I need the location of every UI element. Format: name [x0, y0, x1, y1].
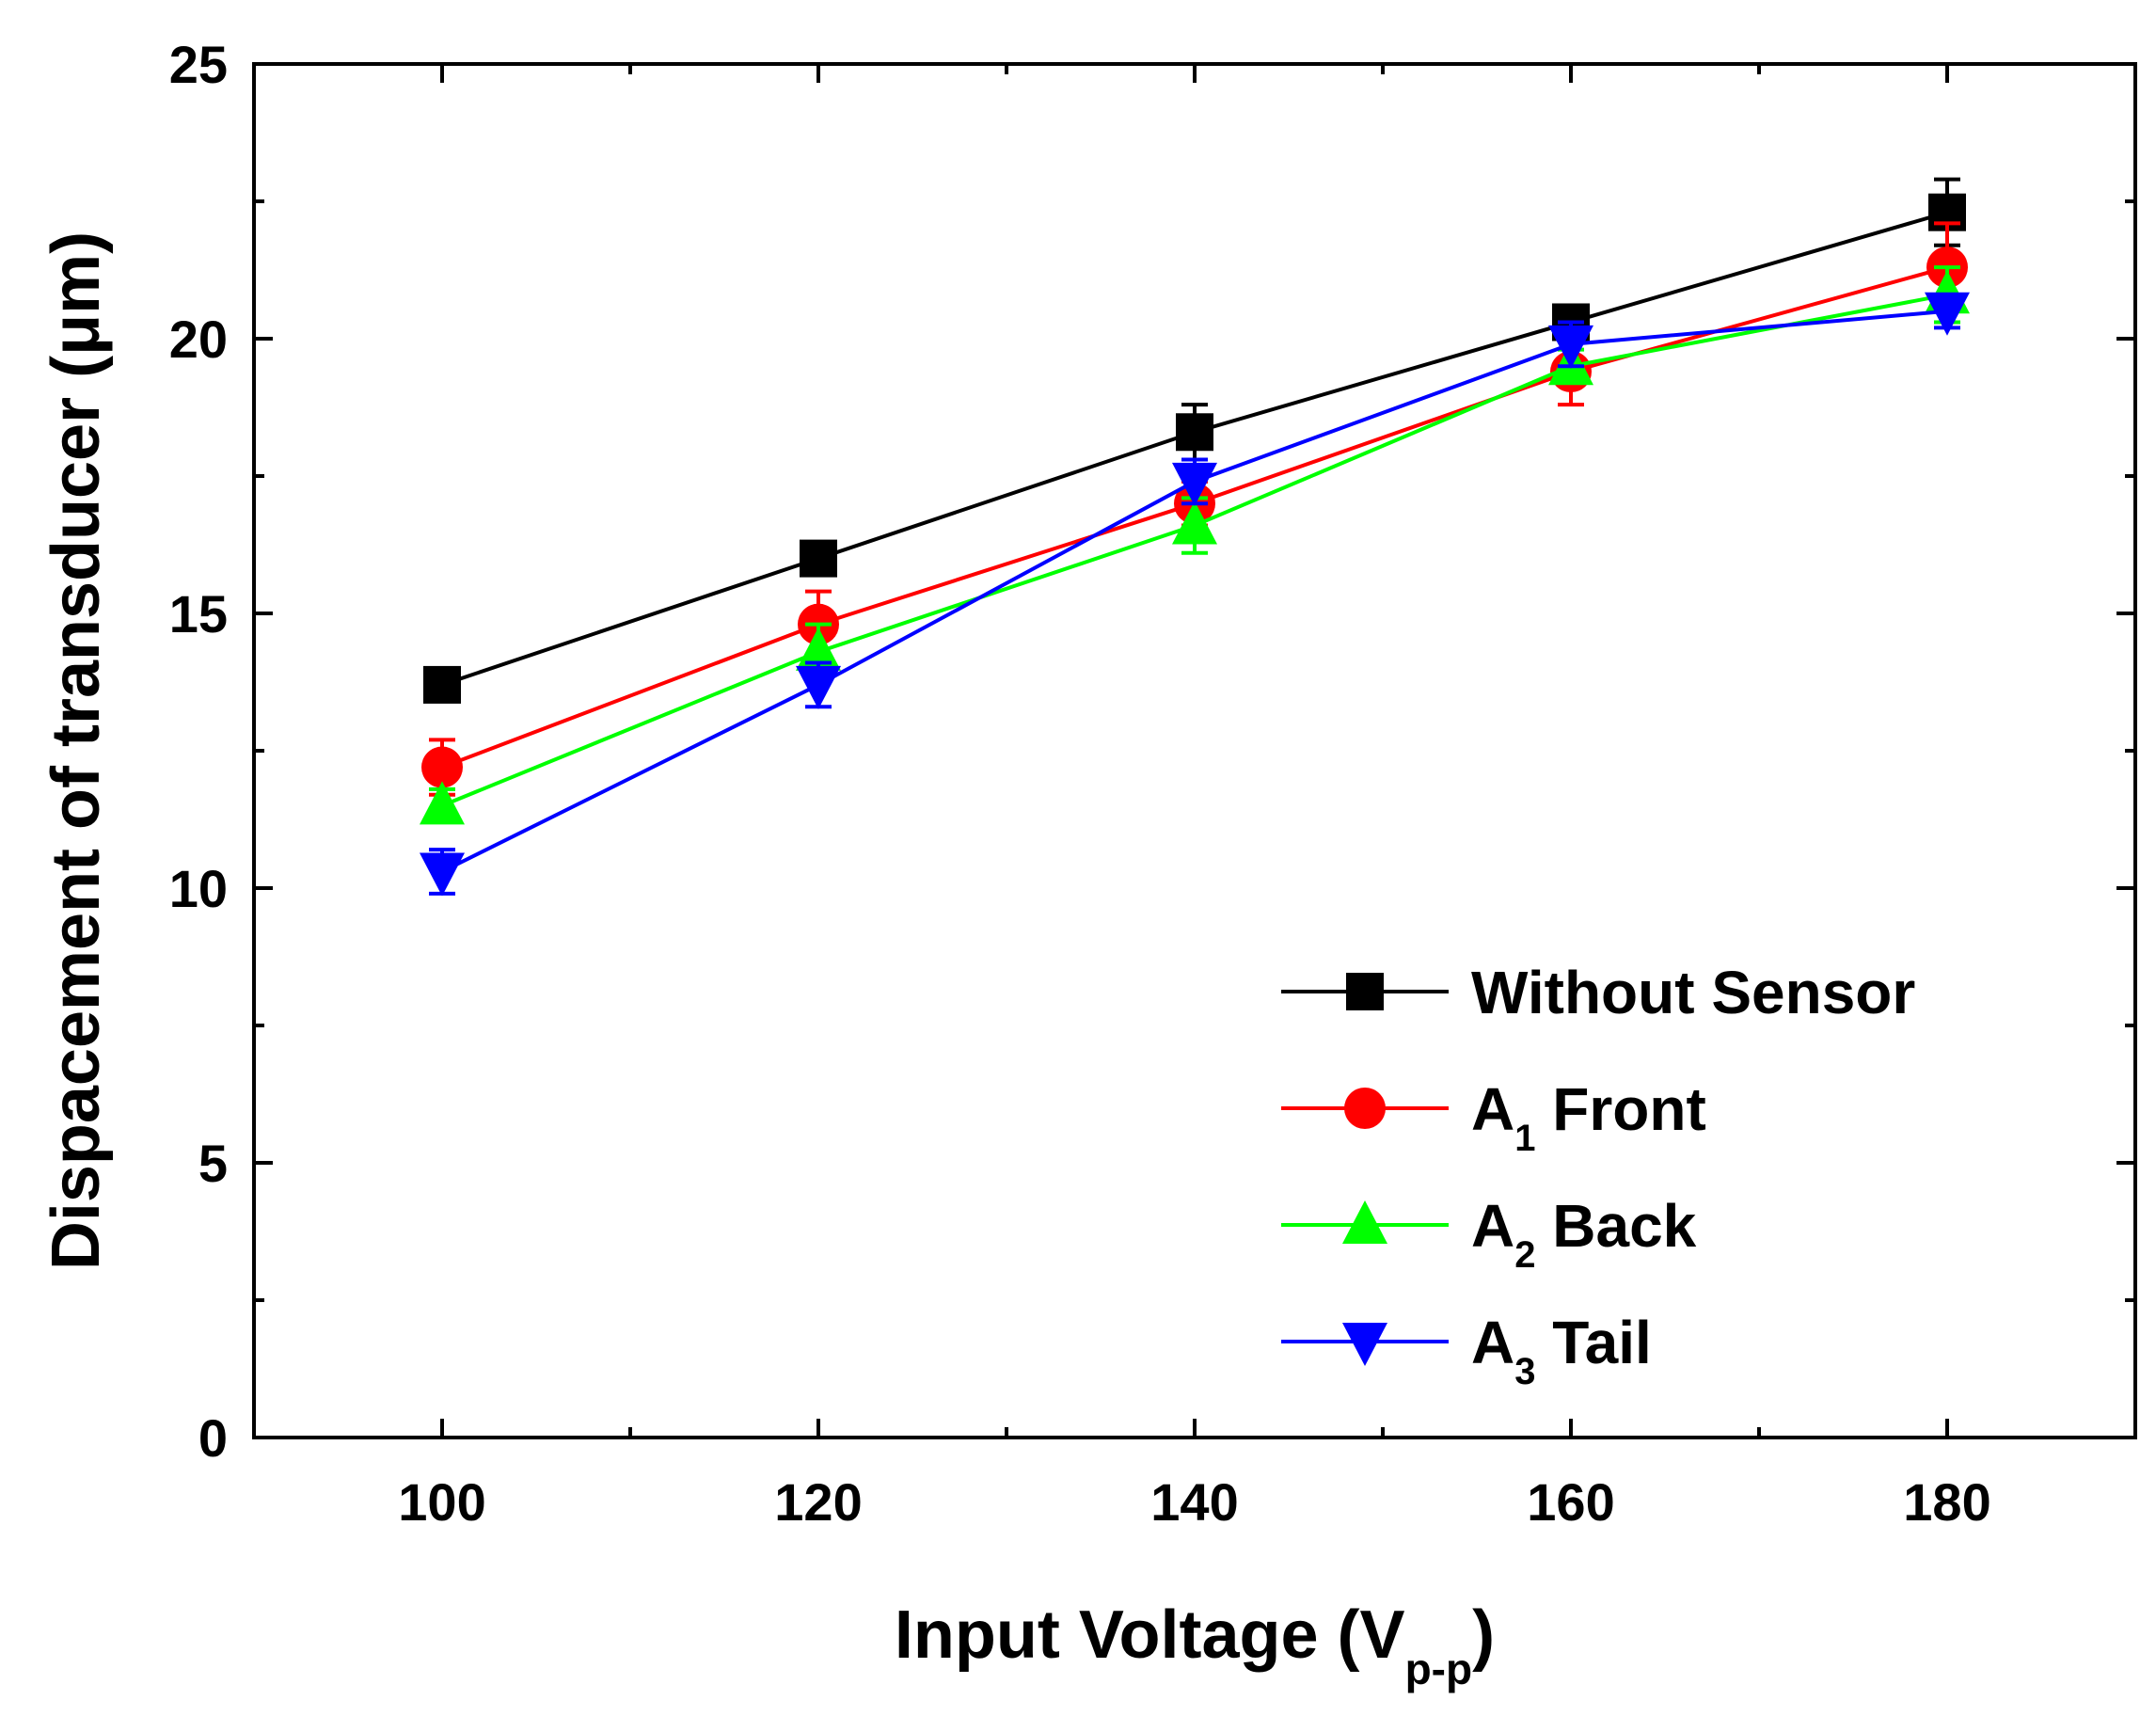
legend-label: A3 Tail	[1471, 1309, 1652, 1392]
legend-item: A2 Back	[1281, 1192, 1697, 1276]
y-axis-title: Dispacement of transducer (μm)	[39, 231, 114, 1270]
data-point	[796, 627, 841, 671]
plot-frame	[252, 62, 2137, 1439]
data-point	[420, 781, 465, 825]
series-3	[420, 292, 1970, 897]
y-tick-label: 15	[169, 584, 228, 644]
legend-item: A3 Tail	[1281, 1309, 1652, 1392]
legend: Without Sensor A1 Front A2 Back A3 Tail	[1281, 959, 1915, 1392]
legend-label: A2 Back	[1471, 1192, 1697, 1276]
plot-area: 100 120 140 160 180 0 5 10 15 20 25	[169, 35, 2137, 1532]
data-point	[1925, 292, 1970, 336]
data-point	[1176, 413, 1213, 452]
data-point	[1172, 462, 1217, 506]
legend-marker	[1342, 1323, 1387, 1366]
legend-item: Without Sensor	[1281, 959, 1915, 1026]
data-point	[796, 665, 841, 709]
series-0	[423, 177, 1966, 704]
series-layer	[420, 177, 1970, 897]
x-tick-label: 160	[1527, 1472, 1614, 1532]
series-2	[420, 265, 1970, 825]
y-tick-label: 20	[169, 310, 228, 369]
data-point	[800, 539, 837, 578]
y-tick-label: 0	[198, 1408, 228, 1468]
data-point	[1548, 325, 1593, 369]
x-tick-label: 180	[1903, 1472, 1990, 1532]
legend-label: Without Sensor	[1471, 959, 1915, 1026]
legend-marker	[1342, 1200, 1387, 1244]
x-tick-label: 140	[1150, 1472, 1238, 1532]
legend-marker	[1344, 1088, 1386, 1129]
legend-marker	[1346, 973, 1384, 1010]
y-tick-label: 5	[198, 1134, 228, 1193]
y-tick-label: 25	[169, 35, 228, 94]
series-line	[441, 309, 1948, 874]
legend-item: A1 Front	[1281, 1075, 1706, 1159]
data-point	[421, 746, 463, 788]
data-point	[1172, 500, 1217, 545]
data-point	[423, 665, 461, 704]
y-tick-label: 10	[169, 859, 228, 918]
x-tick-label: 120	[774, 1472, 862, 1532]
x-axis-title: Input Voltage (Vp-p)	[895, 1597, 1495, 1693]
legend-label: A1 Front	[1471, 1075, 1706, 1159]
data-point	[420, 852, 465, 897]
x-tick-label: 100	[398, 1472, 485, 1532]
